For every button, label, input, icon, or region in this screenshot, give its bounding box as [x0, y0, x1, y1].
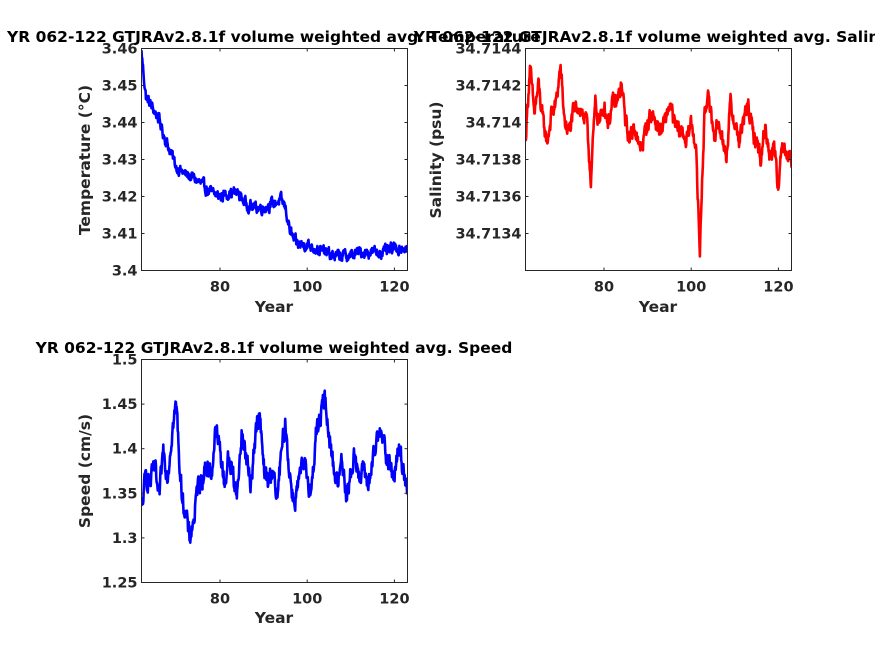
salinity-xtick-label: 100	[676, 280, 706, 296]
salinity-xtick-label: 80	[594, 280, 614, 296]
temperature-xtick-label: 80	[210, 280, 230, 296]
speed-series-line	[141, 389, 408, 544]
speed-ytick-label: 1.4	[112, 442, 138, 458]
salinity-ytick-label: 34.714	[466, 116, 522, 132]
temperature-ytick-label: 3.46	[102, 42, 138, 58]
salinity-y-ticks: 34.7134 34.7136 34.7138 34.714 34.7142 34.714…	[455, 42, 792, 243]
temperature-panel: 80 100 120 3.4 3.41 3.42 3.43 3.44 3.45 3.46 Yea…	[6, 28, 541, 316]
temperature-ytick-label: 3.45	[102, 79, 138, 95]
speed-panel: 80 100 120 1.25 1.3 1.35 1.4 1.45 1.5 Year Spee…	[35, 339, 513, 627]
salinity-ytick-label: 34.7138	[455, 153, 521, 169]
temperature-y-ticks: 3.4 3.41 3.42 3.43 3.44 3.45 3.46	[102, 42, 408, 280]
salinity-xtick-label: 120	[763, 280, 793, 296]
salinity-series-layer	[525, 63, 792, 258]
salinity-ytick-label: 34.7144	[455, 42, 521, 58]
temperature-series-line	[141, 50, 408, 263]
salinity-ytick-label: 34.7142	[455, 79, 521, 95]
temperature-ytick-label: 3.43	[102, 153, 138, 169]
salinity-x-axis-label: Year	[638, 298, 678, 316]
speed-chart-title: YR 062-122 GTJRAv2.8.1f volume weighted …	[35, 339, 513, 357]
temperature-plot-frame	[141, 48, 408, 271]
salinity-ytick-label: 34.7136	[455, 190, 521, 206]
speed-ytick-label: 1.45	[102, 397, 138, 413]
speed-x-ticks: 80 100 120	[210, 359, 410, 608]
salinity-y-axis-label: Salinity (psu)	[427, 101, 445, 218]
speed-xtick-label: 120	[379, 592, 409, 608]
speed-y-ticks: 1.25 1.3 1.35 1.4 1.45 1.5	[102, 353, 408, 592]
temperature-series-layer	[141, 50, 408, 263]
speed-series-layer	[141, 389, 408, 544]
temperature-ytick-label: 3.42	[102, 190, 138, 206]
salinity-chart-title: YR 062-122 GTJRAv2.8.1f volume weighted …	[413, 28, 875, 46]
salinity-x-ticks: 80 100 120	[594, 48, 794, 296]
temperature-chart-title: YR 062-122 GTJRAv2.8.1f volume weighted …	[6, 28, 541, 46]
salinity-plot-frame	[525, 48, 792, 271]
temperature-ytick-label: 3.41	[102, 227, 138, 243]
temperature-xtick-label: 120	[379, 280, 409, 296]
temperature-x-axis-label: Year	[254, 298, 294, 316]
temperature-x-ticks: 80 100 120	[210, 48, 410, 296]
speed-y-axis-label: Speed (cm/s)	[76, 414, 94, 528]
speed-xtick-label: 100	[292, 592, 322, 608]
speed-ytick-label: 1.5	[112, 353, 138, 369]
speed-ytick-label: 1.3	[112, 531, 138, 547]
speed-plot-frame	[141, 359, 408, 583]
temperature-y-axis-label: Temperature (°C)	[76, 85, 94, 235]
temperature-xtick-label: 100	[292, 280, 322, 296]
salinity-panel: 80 100 120 34.713434.713634.713834.71434.7…	[413, 28, 875, 316]
salinity-ytick-label: 34.7134	[455, 227, 521, 243]
speed-x-axis-label: Year	[254, 609, 294, 627]
speed-ytick-label: 1.25	[102, 576, 138, 592]
speed-ytick-label: 1.35	[102, 486, 138, 502]
temperature-ytick-label: 3.44	[102, 116, 138, 132]
salinity-series-line	[525, 63, 792, 258]
speed-xtick-label: 80	[210, 592, 230, 608]
temperature-ytick-label: 3.4	[112, 264, 138, 280]
